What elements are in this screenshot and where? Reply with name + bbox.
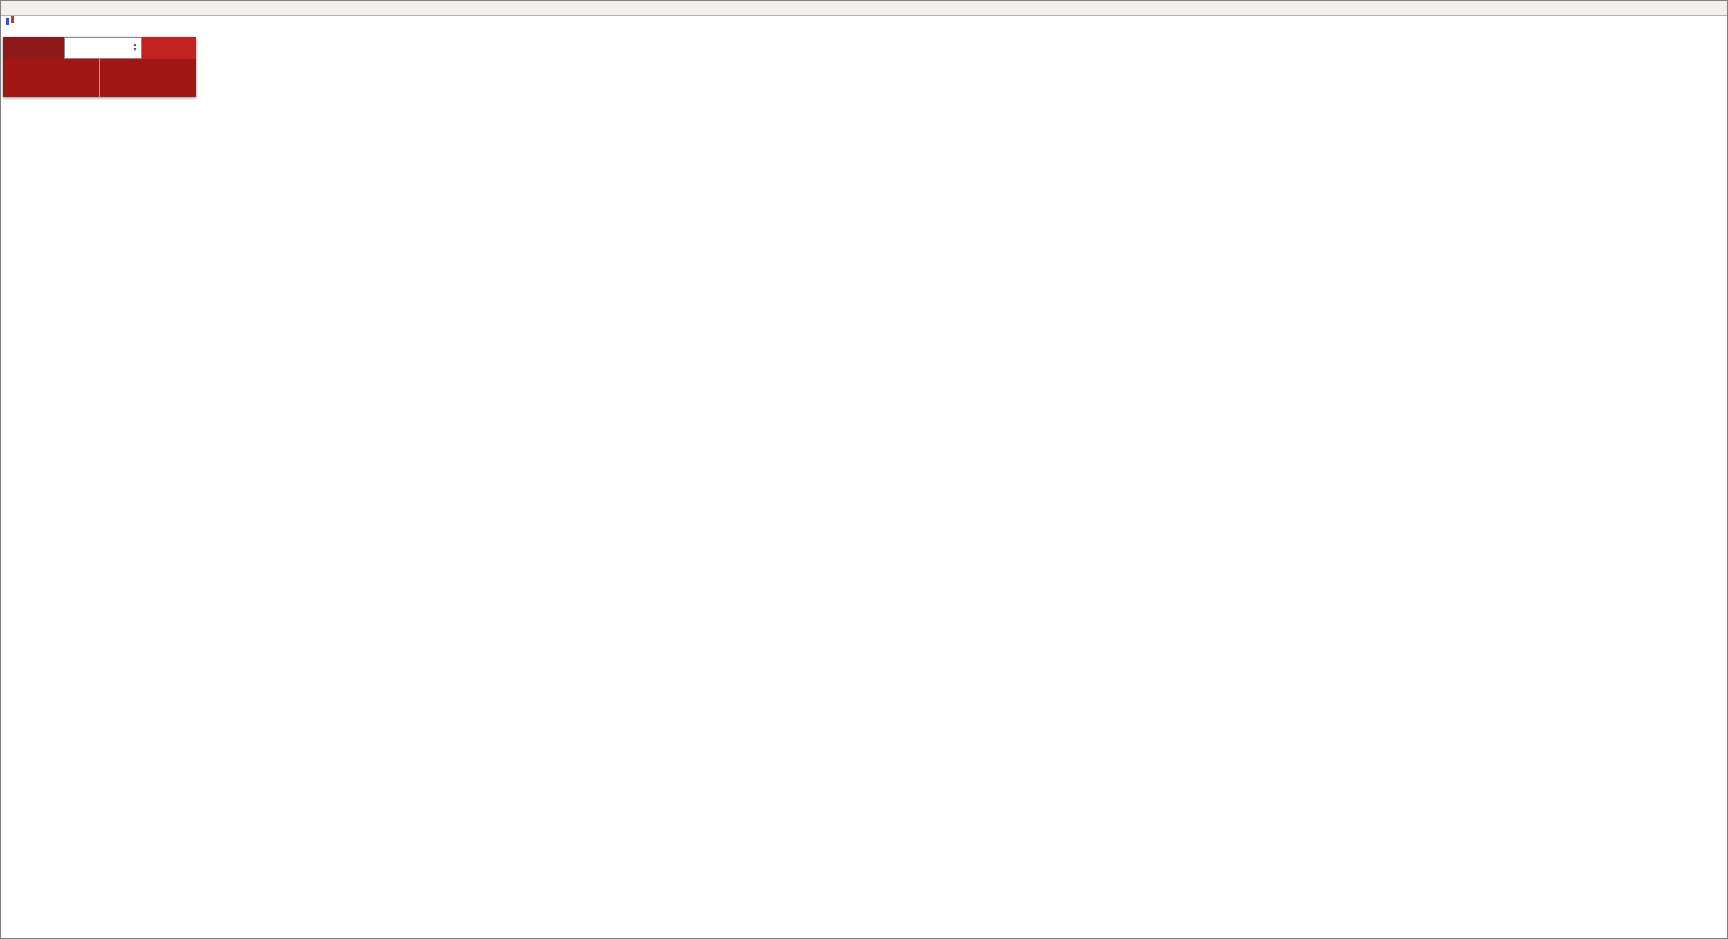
buy-button[interactable] xyxy=(142,37,196,59)
one-click-trading-panel: ▲ ▼ xyxy=(3,37,196,97)
buy-price[interactable] xyxy=(99,59,196,97)
volume-input[interactable]: ▲ ▼ xyxy=(64,37,142,59)
volume-stepper[interactable]: ▲ ▼ xyxy=(129,43,141,53)
volume-down-icon[interactable]: ▼ xyxy=(132,47,138,53)
macd-indicator-label xyxy=(7,531,19,542)
main-toolbar xyxy=(1,1,1727,16)
sell-price[interactable] xyxy=(3,59,99,97)
symbol-icon xyxy=(6,16,14,25)
volume-up-icon[interactable]: ▲ xyxy=(132,42,138,48)
rsi-indicator-label xyxy=(7,683,15,694)
sell-button[interactable] xyxy=(3,37,64,59)
chart-title xyxy=(5,16,25,26)
